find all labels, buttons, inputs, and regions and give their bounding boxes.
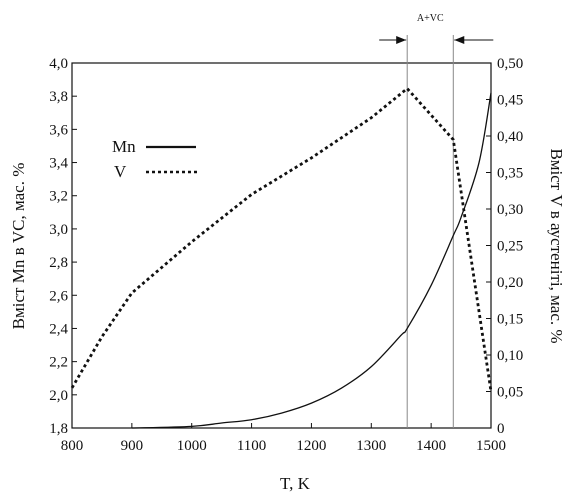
right-y-tick-label: 0,05 (497, 385, 523, 401)
region-arrow-right-head (454, 36, 465, 44)
left-y-tick-label: 2,0 (49, 388, 68, 404)
series-line-mn (131, 92, 492, 429)
left-y-tick-label: 2,2 (49, 355, 68, 371)
right-y-tick-label: 0,25 (497, 239, 523, 255)
right-y-tick-label: 0 (497, 421, 505, 437)
x-tick-label: 1000 (177, 438, 207, 454)
region-arrow-left-head (396, 36, 407, 44)
right-y-tick-label: 0,20 (497, 275, 523, 291)
x-tick-label: 1300 (356, 438, 386, 454)
x-tick-label: 800 (61, 438, 84, 454)
plot-frame (71, 62, 492, 429)
right-y-tick-label: 0,30 (497, 202, 523, 218)
right-y-tick-label: 0,10 (497, 348, 523, 364)
right-y-tick-label: 0,15 (497, 312, 523, 328)
x-tick-label: 1200 (296, 438, 326, 454)
x-axis-title: T, K (280, 474, 311, 493)
left-y-tick-label: 2,8 (49, 255, 68, 271)
left-y-tick-label: 1,8 (49, 421, 68, 437)
x-axis-ticks: 800 900 1000 1100 1200 1300 1400 1500 (61, 423, 506, 454)
left-y-tick-label: 2,6 (49, 288, 68, 304)
right-y-tick-label: 0,45 (497, 93, 523, 109)
legend-label-v: V (114, 162, 127, 181)
left-y-tick-label: 3,0 (49, 222, 68, 238)
series-line-v (70, 86, 493, 392)
plot-border (71, 62, 492, 429)
right-y-axis-title: Вміст V в аустеніті, мас. % (547, 148, 566, 343)
x-tick-label: 1500 (476, 438, 506, 454)
legend: Mn V (112, 137, 198, 181)
left-y-axis-ticks: 1,8 2,0 2,2 2,4 2,6 2,8 3,0 3,2 3,4 3,6 3,8 4,0 (49, 56, 77, 437)
x-tick-label: 900 (121, 438, 144, 454)
x-tick-label: 1100 (237, 438, 266, 454)
left-y-tick-label: 3,2 (49, 189, 68, 205)
right-y-axis-ticks: 0 0,05 0,10 0,15 0,20 0,25 0,30 0,35 0,40 0,45 0,5… (486, 56, 523, 437)
right-y-tick-label: 0,35 (497, 166, 523, 182)
left-y-tick-label: 3,8 (49, 89, 68, 105)
region-annotation: A+VC (379, 13, 494, 44)
legend-label-mn: Mn (112, 137, 136, 156)
series-lines (70, 86, 493, 429)
region-annotation-label: A+VC (417, 13, 444, 24)
left-y-tick-label: 2,4 (49, 321, 68, 337)
x-tick-label: 1400 (416, 438, 446, 454)
left-y-tick-label: 4,0 (49, 56, 68, 72)
left-y-tick-label: 3,6 (49, 122, 68, 138)
right-y-tick-label: 0,40 (497, 129, 523, 145)
region-guides (406, 35, 454, 428)
left-y-tick-label: 3,4 (49, 156, 68, 172)
right-y-tick-label: 0,50 (497, 56, 523, 72)
left-y-axis-title: Вміст Mn в VC, мас. % (9, 163, 28, 330)
